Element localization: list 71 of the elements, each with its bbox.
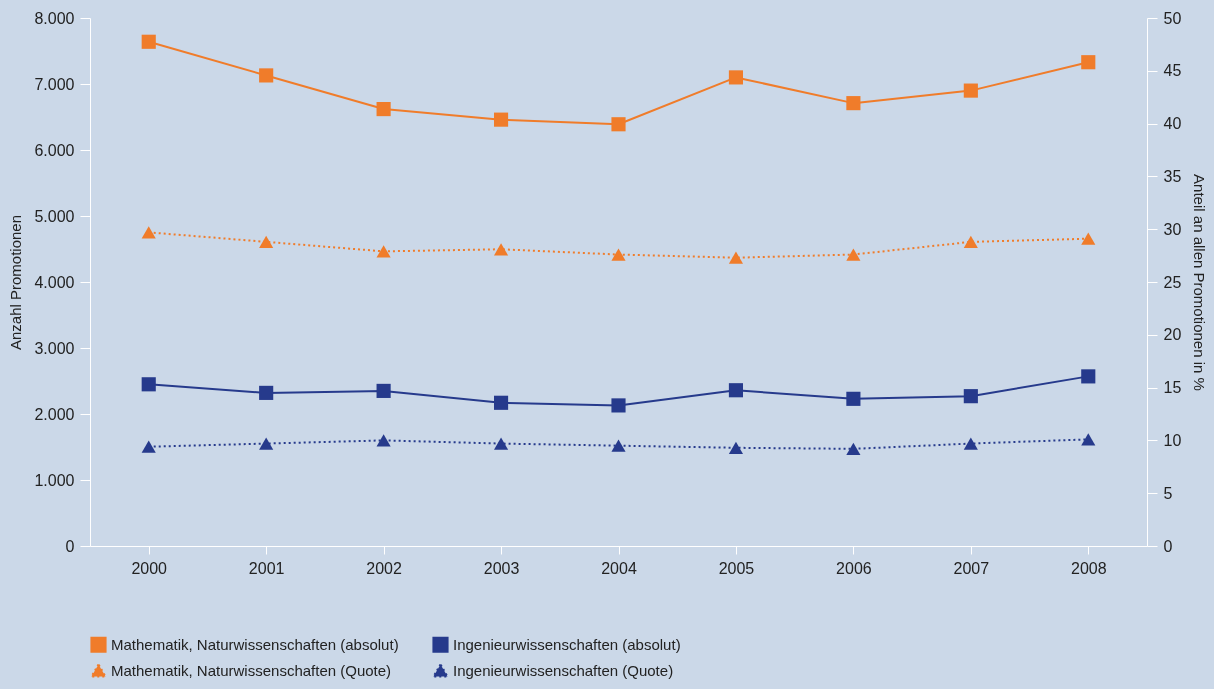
point <box>493 243 509 256</box>
y-tick-label: 6.000 <box>34 141 75 159</box>
y2-tick-label: 10 <box>1163 431 1182 449</box>
x-tick-label: 2008 <box>1070 559 1107 577</box>
y2-tick-label: 20 <box>1163 326 1182 344</box>
point <box>141 34 156 49</box>
point <box>728 383 744 398</box>
y-tick-label: 4.000 <box>34 273 75 291</box>
y2-tick-label: 0 <box>1163 537 1173 555</box>
point <box>376 102 391 117</box>
y2-tick-label: 45 <box>1163 62 1182 80</box>
point <box>1081 55 1096 70</box>
legend-label: Ingenieurwissenschaften (absolut) <box>453 635 681 653</box>
x-tick-label: 2001 <box>248 559 285 577</box>
point <box>141 226 156 239</box>
x-tick-label: 2002 <box>366 559 403 577</box>
point <box>1081 369 1096 384</box>
point <box>376 383 391 398</box>
point <box>611 248 626 261</box>
point <box>728 441 744 454</box>
y-tick-label: 5.000 <box>34 207 75 225</box>
point <box>846 391 861 406</box>
x-tick-label: 2004 <box>601 559 637 577</box>
x-tick-label: 2005 <box>718 559 755 577</box>
point <box>141 440 156 453</box>
point <box>963 389 978 404</box>
y-tick-label: 1.000 <box>34 471 75 489</box>
y2-tick-label: 30 <box>1163 220 1182 238</box>
y2-tick-label: 25 <box>1163 273 1182 291</box>
y-tick-label: 2.000 <box>34 405 75 423</box>
point <box>259 385 274 400</box>
point <box>611 398 626 413</box>
point <box>493 112 509 127</box>
point <box>611 439 626 452</box>
point <box>728 251 744 264</box>
y-tick-label: 7.000 <box>34 75 75 93</box>
y-axis-title: Anzahl Promotionen <box>7 214 25 351</box>
point <box>1081 433 1096 446</box>
point <box>963 437 978 450</box>
point <box>141 377 156 392</box>
point <box>376 434 391 447</box>
point <box>259 235 274 248</box>
y2-tick-label: 5 <box>1163 484 1173 502</box>
point <box>846 248 861 261</box>
y-tick-label: 3.000 <box>34 339 75 357</box>
y-tick-label: 8.000 <box>34 9 75 27</box>
point <box>611 117 626 132</box>
y2-tick-label: 35 <box>1163 167 1182 185</box>
legend-label: Ingenieurwissenschaften (Quote) <box>453 661 674 679</box>
y2-tick-label: 15 <box>1163 379 1182 397</box>
point <box>963 235 978 248</box>
legend-label: Mathematik, Naturwissenschaften (absolut) <box>111 635 399 653</box>
y2-tick-label: 50 <box>1163 9 1182 27</box>
legend-label: Mathematik, Naturwissenschaften (Quote) <box>111 661 392 679</box>
point <box>493 395 509 410</box>
y2-tick-label: 40 <box>1163 115 1182 133</box>
point <box>259 437 274 450</box>
y2-axis-title: Anteil an allen Promotionen in % <box>1191 174 1209 391</box>
point <box>1081 232 1096 245</box>
point <box>846 96 861 111</box>
point <box>493 437 509 450</box>
point <box>963 83 978 98</box>
point <box>259 68 274 83</box>
y-tick-label: 0 <box>65 537 75 555</box>
point <box>846 442 861 455</box>
x-tick-label: 2003 <box>483 559 520 577</box>
x-tick-label: 2006 <box>836 559 872 577</box>
x-tick-label: 2000 <box>131 559 168 577</box>
point <box>376 245 391 258</box>
x-tick-label: 2007 <box>953 559 990 577</box>
point <box>728 70 744 85</box>
